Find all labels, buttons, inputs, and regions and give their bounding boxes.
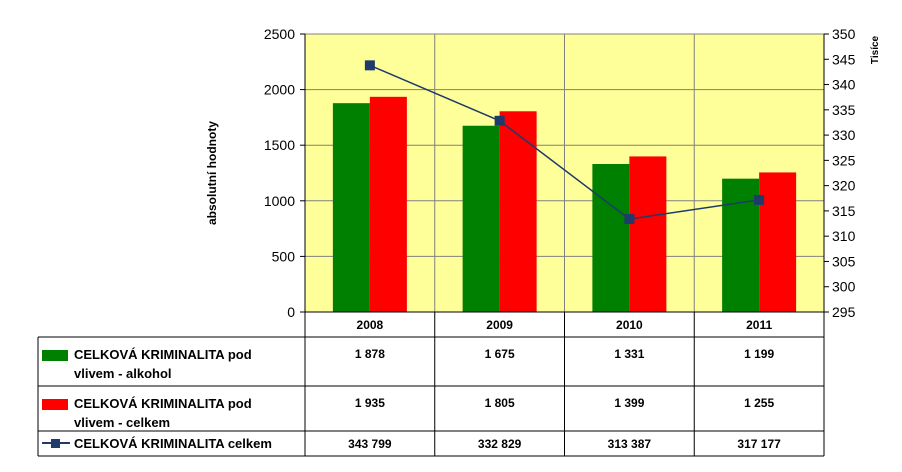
right-axis-tick-label: 320 <box>832 178 856 194</box>
right-axis-title: Tisíce <box>870 35 881 64</box>
bar-celkem <box>499 111 537 312</box>
right-axis-tick-label: 330 <box>832 127 856 143</box>
bar-celkem <box>369 96 407 312</box>
right-axis-tick-label: 335 <box>832 102 856 118</box>
bar-celkem <box>759 172 797 312</box>
right-axis-tick-label: 310 <box>832 228 856 244</box>
data-table: 2008 2009 2010 2011 1 878 1 675 1 331 1 199 CELK… <box>37 311 825 457</box>
left-axis: 0 500 1000 1500 2000 2500 <box>264 26 306 320</box>
data-cell: 1 878 <box>355 347 385 361</box>
right-axis-tick-label: 305 <box>832 253 856 269</box>
legend-label: CELKOVÁ KRIMINALITA pod <box>74 396 252 411</box>
category-label: 2011 <box>746 318 772 332</box>
legend-marker <box>51 439 60 448</box>
legend-swatch <box>42 399 68 410</box>
line-series <box>364 60 765 225</box>
line-marker <box>364 60 375 71</box>
data-cell: 1 255 <box>744 396 774 410</box>
left-axis-tick-label: 1000 <box>264 193 295 209</box>
data-cell: 1 935 <box>355 396 385 410</box>
right-axis-tick-label: 340 <box>832 77 856 93</box>
right-axis-tick-label: 345 <box>832 51 856 67</box>
left-axis-tick-label: 0 <box>287 304 295 320</box>
bar-celkem <box>629 156 667 312</box>
bars <box>332 96 797 313</box>
data-cell: 313 387 <box>608 437 652 451</box>
legend-label: vlivem - alkohol <box>74 366 172 381</box>
line-marker <box>494 115 505 126</box>
right-axis-tick-label: 300 <box>832 279 856 295</box>
right-axis-tick-label: 350 <box>832 26 856 42</box>
left-axis-tick-label: 2500 <box>264 26 295 42</box>
legend-swatch <box>42 350 68 361</box>
legend-label: vlivem - celkem <box>74 415 170 430</box>
left-axis-tick-label: 500 <box>272 248 296 264</box>
data-cell: 1 199 <box>744 347 774 361</box>
data-cell: 317 177 <box>737 437 781 451</box>
left-axis-tick-label: 2000 <box>264 82 295 98</box>
bar-alkohol <box>722 178 760 312</box>
right-axis: 295 300 305 310 315 320 325 330 335 340 345 350 <box>823 26 856 320</box>
bar-alkohol <box>592 163 630 312</box>
data-cell: 332 829 <box>478 437 522 451</box>
legend-label: CELKOVÁ KRIMINALITA celkem <box>74 436 272 451</box>
bar-alkohol <box>332 103 370 312</box>
right-axis-tick-label: 315 <box>832 203 856 219</box>
left-axis-title: absolutní hodnoty <box>205 121 219 225</box>
line-marker <box>624 214 635 225</box>
right-axis-tick-label: 295 <box>832 304 856 320</box>
category-label: 2010 <box>616 318 643 332</box>
data-cell: 1 805 <box>485 396 515 410</box>
left-axis-tick-label: 1500 <box>264 137 295 153</box>
legend-label: CELKOVÁ KRIMINALITA pod <box>74 347 252 362</box>
line-path <box>369 64 760 220</box>
category-label: 2009 <box>486 318 513 332</box>
line-marker <box>754 194 765 205</box>
bar-alkohol <box>462 125 500 313</box>
data-cell: 1 675 <box>485 347 515 361</box>
right-axis-tick-label: 325 <box>832 152 856 168</box>
category-label: 2008 <box>357 318 384 332</box>
data-cell: 1 331 <box>614 347 644 361</box>
data-cell: 343 799 <box>348 437 392 451</box>
data-cell: 1 399 <box>614 396 644 410</box>
